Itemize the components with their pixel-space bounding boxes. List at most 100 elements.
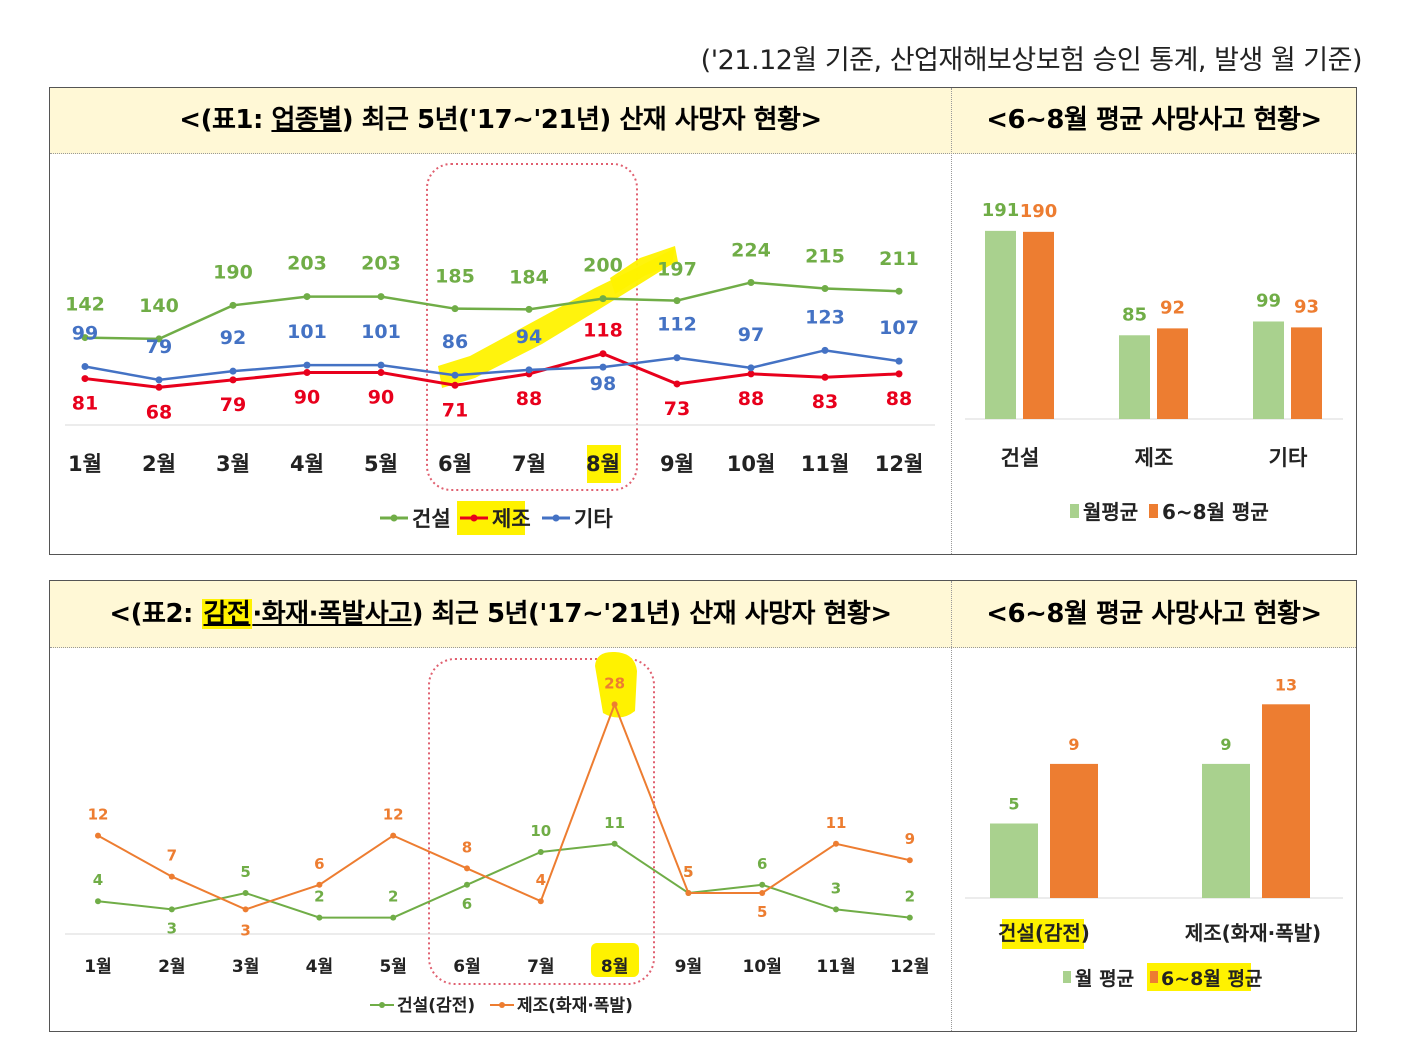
chart3-line-svg: 4 3 5 2 2 6 10 11 5 6 3 2 12 7 3 6 12 8 4 28 5 5 11 9 1월 2월 3월 4월 5월… (65, 651, 1343, 1016)
chart2-label-제조-월평균: 85 (1122, 304, 1147, 325)
chart3-highlight-28 (595, 651, 637, 718)
chart2-bar-제조-6~8월 평균 (1157, 328, 1188, 419)
chart4-bar-건설(감전)-월 평균 (990, 823, 1038, 898)
chart4-tick-1: 제조(화재·폭발) (1185, 921, 1321, 945)
chart3-point-제조-12월 (906, 857, 913, 864)
chart3-title-pre: <(표2: (109, 599, 202, 629)
chart1-point-건설-8월 (599, 295, 607, 303)
chart3-legend-marker-건설(감전) (379, 1002, 385, 1008)
chart3-point-건설-6월 (464, 881, 470, 888)
chart3-label-제조-2월: 7 (167, 847, 177, 865)
chart3-line-제조 (97, 701, 911, 911)
chart1-title: <(표1: 업종별) 최근 5년('17~'21년) 산재 사망자 현황> (50, 88, 951, 153)
chart3-label-제조-12월: 9 (905, 830, 915, 848)
chart1-legend-marker-건설 (390, 514, 398, 522)
chart3-label-건설-8월: 11 (604, 814, 625, 832)
chart1-point-기타-10월 (747, 364, 755, 372)
chart3-point-제조-9월 (685, 890, 692, 896)
chart2-legend-0: 월평균 (1083, 500, 1138, 524)
chart3-label-제조-6월: 8 (462, 838, 472, 856)
chart1-tick-6월: 6월 (438, 452, 472, 476)
chart1-label-제조-1월: 81 (72, 393, 98, 415)
chart3-tick-6월: 6월 (453, 957, 480, 977)
chart1-label-기타-3월: 92 (220, 327, 246, 349)
panel-industry: <(표1: 업종별) 최근 5년('17~'21년) 산재 사망자 현황> <6… (49, 87, 1357, 555)
chart1-point-제조-11월 (821, 373, 829, 381)
chart3-label-건설-2월: 3 (167, 919, 177, 937)
chart3-title-mid: ·화재·폭발사고 (252, 599, 412, 629)
chart1-label-기타-11월: 123 (805, 306, 845, 328)
chart3-tick-11월: 11월 (816, 957, 855, 977)
chart4-label-건설(감전)-6~8월 평균: 9 (1068, 735, 1079, 754)
chart3-highlight-8월 (591, 943, 639, 977)
chart4-bar-제조(화재·폭발)-월 평균 (1202, 763, 1250, 898)
chart2-label-기타-월평균: 99 (1256, 290, 1281, 311)
panel2-divider (951, 581, 952, 1031)
chart2-tick-건설: 건설 (1001, 446, 1040, 470)
chart3-point-건설-5월 (390, 914, 397, 921)
chart1-highlight-stroke2 (610, 246, 678, 294)
chart1-point-건설-7월 (525, 305, 533, 313)
chart3-label-제조-5월: 12 (383, 806, 404, 824)
chart4-title: <6~8월 평균 사망사고 현황> (986, 599, 1322, 629)
chart3-point-건설-12월 (906, 914, 913, 921)
chart1-point-건설-11월 (821, 285, 829, 293)
chart1-tick-3월: 3월 (216, 452, 250, 476)
chart1-label-건설-8월: 200 (583, 255, 623, 277)
chart1-point-제조-12월 (895, 370, 903, 378)
chart3-point-건설-11월 (833, 906, 839, 913)
chart3-tick-2월: 2월 (158, 957, 185, 977)
chart1-label-기타-7월: 94 (516, 326, 542, 348)
chart1-point-건설-12월 (895, 287, 903, 295)
chart1-point-건설-3월 (229, 301, 237, 309)
chart2-tick-제조: 제조 (1135, 446, 1174, 470)
chart3-label-제조-4월: 6 (314, 855, 324, 873)
chart1-tick-12월: 12월 (875, 452, 924, 476)
chart1-label-기타-10월: 97 (738, 324, 764, 346)
chart4-label-건설(감전)-월 평균: 5 (1008, 795, 1019, 814)
chart3-label-건설-4월: 2 (314, 888, 324, 906)
chart1-point-기타-9월 (673, 354, 681, 362)
chart3-point-제조-1월 (95, 832, 101, 839)
chart1-label-제조-4월: 90 (294, 387, 320, 409)
panel1-header (50, 88, 1356, 154)
chart1-point-기타-11월 (821, 346, 829, 354)
chart4-legend-0: 월 평균 (1075, 968, 1134, 990)
chart1-legend-marker-제조 (470, 514, 478, 522)
chart1-label-제조-7월: 88 (516, 388, 542, 410)
chart1-label-제조-2월: 68 (146, 401, 172, 423)
chart1-line-제조 (84, 352, 900, 389)
chart3-label-제조-10월: 5 (757, 903, 767, 921)
chart1-point-제조-4월 (303, 369, 311, 377)
chart1-label-건설-12월: 211 (879, 248, 919, 270)
chart1-tick-7월: 7월 (512, 452, 546, 476)
chart3-tick-10월: 10월 (743, 957, 782, 977)
chart1-point-기타-1월 (81, 362, 89, 370)
chart1-label-건설-6월: 185 (435, 266, 475, 288)
chart2-bar-기타-월평균 (1253, 321, 1284, 419)
chart1-point-기타-6월 (451, 371, 459, 379)
chart3-point-제조-11월 (833, 840, 839, 847)
chart2-tick-기타: 기타 (1269, 446, 1308, 470)
chart1-point-제조-3월 (229, 376, 237, 384)
chart3-point-제조-6월 (464, 865, 470, 872)
chart1-label-제조-3월: 79 (220, 394, 246, 416)
chart1-point-건설-2월 (155, 335, 163, 343)
chart1-label-기타-5월: 101 (361, 321, 401, 343)
chart1-point-제조-9월 (673, 380, 681, 388)
panel2-header (50, 581, 1356, 648)
chart1-title-post: ) 최근 5년('17~'21년) 산재 사망자 현황> (341, 105, 822, 135)
chart1-label-기타-9월: 112 (657, 314, 697, 336)
chart1-label-기타-1월: 99 (72, 322, 98, 344)
chart4-label-제조(화재·폭발)-월 평균: 9 (1220, 735, 1231, 754)
chart1-label-제조-9월: 73 (664, 398, 690, 420)
chart1-highlight-8월 (587, 445, 621, 483)
chart3-tick-12월: 12월 (890, 957, 929, 977)
chart1-point-기타-7월 (525, 366, 533, 374)
chart1-label-기타-6월: 86 (442, 331, 468, 353)
chart3-point-제조-7월 (537, 898, 544, 905)
chart3-title-post: ) 최근 5년('17~'21년) 산재 사망자 현황> (411, 599, 892, 629)
chart3-label-제조-9월: 5 (683, 863, 693, 881)
chart1-point-기타-3월 (229, 367, 237, 375)
chart3-point-제조-5월 (390, 832, 397, 839)
